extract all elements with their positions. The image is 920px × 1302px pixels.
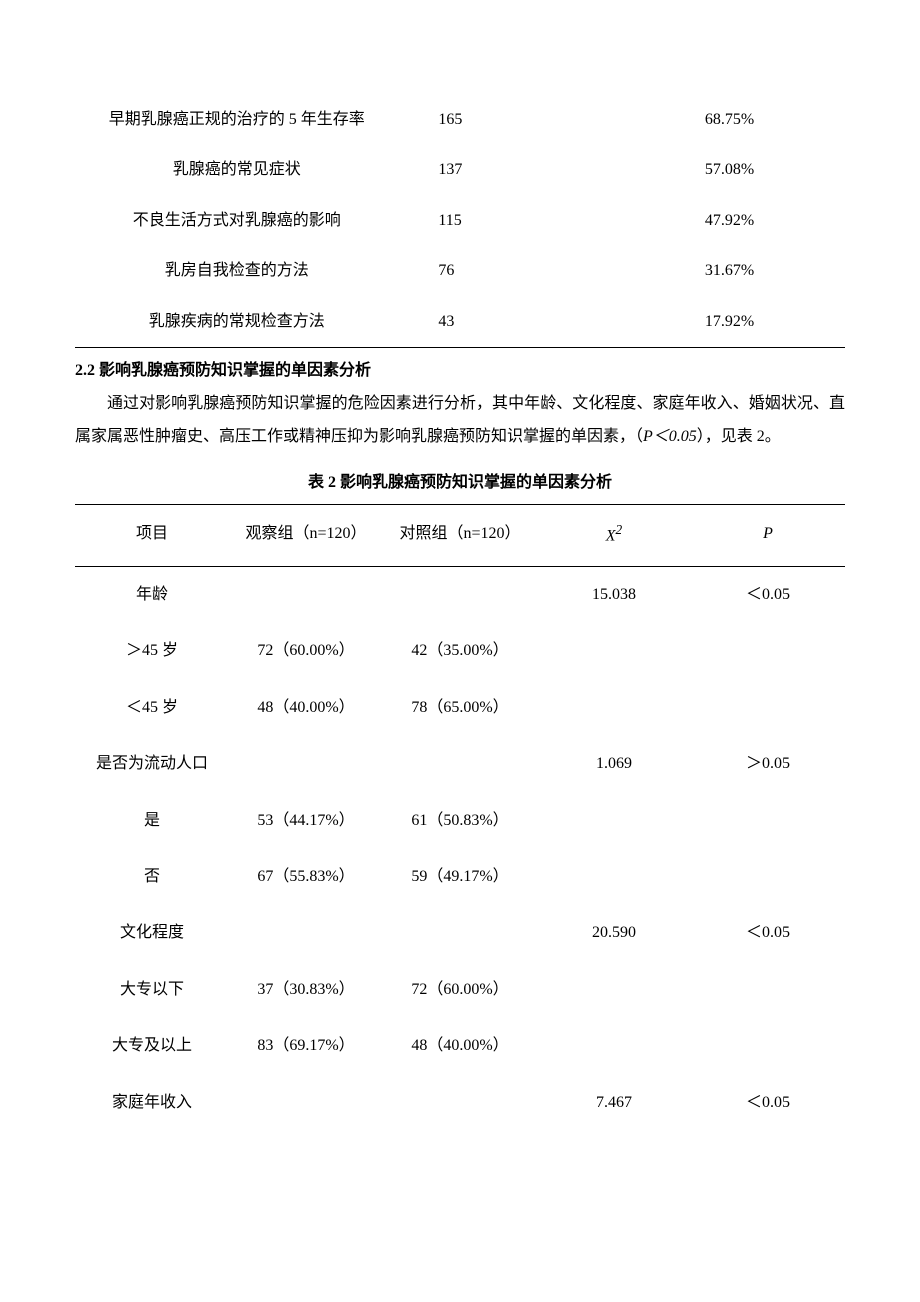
cell (691, 962, 845, 1018)
table-row: ＞45 岁 72（60.00%） 42（35.00%） (75, 623, 845, 679)
cell (537, 623, 691, 679)
table-row: 乳腺疾病的常规检查方法 43 17.92% (75, 297, 845, 348)
row-pct: 47.92% (614, 196, 845, 246)
cell: 大专及以上 (75, 1018, 229, 1074)
para-text: ），见表 2。 (697, 428, 781, 445)
cell (229, 1075, 383, 1131)
table-row: 否 67（55.83%） 59（49.17%） (75, 849, 845, 905)
cell: 48（40.00%） (229, 680, 383, 736)
cell: 53（44.17%） (229, 793, 383, 849)
cell: ＜0.05 (691, 567, 845, 624)
table-row: ＜45 岁 48（40.00%） 78（65.00%） (75, 680, 845, 736)
row-count: 137 (398, 145, 614, 195)
row-pct: 17.92% (614, 297, 845, 348)
cell (537, 680, 691, 736)
row-label: 乳腺疾病的常规检查方法 (75, 297, 398, 348)
cell (691, 793, 845, 849)
row-pct: 31.67% (614, 246, 845, 296)
p-symbol: P (763, 525, 773, 542)
cell: 1.069 (537, 736, 691, 792)
row-count: 165 (398, 95, 614, 145)
cell (229, 567, 383, 624)
table2-body: 年龄 15.038 ＜0.05 ＞45 岁 72（60.00%） 42（35.0… (75, 567, 845, 1131)
row-count: 76 (398, 246, 614, 296)
col-header-chisq: X2 (537, 505, 691, 567)
cell: 是 (75, 793, 229, 849)
cell: 67（55.83%） (229, 849, 383, 905)
row-label: 乳腺癌的常见症状 (75, 145, 398, 195)
col-header-item: 项目 (75, 505, 229, 567)
table1-body: 早期乳腺癌正规的治疗的 5 年生存率 165 68.75% 乳腺癌的常见症状 1… (75, 95, 845, 347)
table-row: 乳房自我检查的方法 76 31.67% (75, 246, 845, 296)
table-row: 年龄 15.038 ＜0.05 (75, 567, 845, 624)
col-header-ctrl: 对照组（n=120） (383, 505, 537, 567)
table-row: 乳腺癌的常见症状 137 57.08% (75, 145, 845, 195)
cell: 文化程度 (75, 905, 229, 961)
row-pct: 68.75% (614, 95, 845, 145)
cell (691, 849, 845, 905)
cell: 61（50.83%） (383, 793, 537, 849)
cell: 7.467 (537, 1075, 691, 1131)
body-paragraph: 通过对影响乳腺癌预防知识掌握的危险因素进行分析，其中年龄、文化程度、家庭年收入、… (75, 388, 845, 454)
cell: 是否为流动人口 (75, 736, 229, 792)
cell (229, 736, 383, 792)
table-row: 早期乳腺癌正规的治疗的 5 年生存率 165 68.75% (75, 95, 845, 145)
cell (383, 567, 537, 624)
chisq-symbol: X (606, 528, 616, 545)
table-row: 是否为流动人口 1.069 ＞0.05 (75, 736, 845, 792)
cell: 42（35.00%） (383, 623, 537, 679)
cell: 年龄 (75, 567, 229, 624)
table-header-row: 项目 观察组（n=120） 对照组（n=120） X2 P (75, 505, 845, 567)
row-label: 乳房自我检查的方法 (75, 246, 398, 296)
table-row: 是 53（44.17%） 61（50.83%） (75, 793, 845, 849)
table-row: 文化程度 20.590 ＜0.05 (75, 905, 845, 961)
cell (537, 849, 691, 905)
cell: 15.038 (537, 567, 691, 624)
cell: 83（69.17%） (229, 1018, 383, 1074)
table2-head: 项目 观察组（n=120） 对照组（n=120） X2 P (75, 505, 845, 567)
section-heading: 2.2 影响乳腺癌预防知识掌握的单因素分析 (75, 356, 845, 386)
cell: ＜0.05 (691, 905, 845, 961)
row-count: 115 (398, 196, 614, 246)
cell: 大专以下 (75, 962, 229, 1018)
row-pct: 57.08% (614, 145, 845, 195)
cell: ＜0.05 (691, 1075, 845, 1131)
cell: 否 (75, 849, 229, 905)
row-count: 43 (398, 297, 614, 348)
cell (691, 623, 845, 679)
cell (691, 680, 845, 736)
cell (537, 793, 691, 849)
knowledge-summary-table: 早期乳腺癌正规的治疗的 5 年生存率 165 68.75% 乳腺癌的常见症状 1… (75, 95, 845, 348)
para-italic: P＜0.05 (643, 428, 697, 445)
table-row: 大专及以上 83（69.17%） 48（40.00%） (75, 1018, 845, 1074)
cell: 78（65.00%） (383, 680, 537, 736)
table-row: 家庭年收入 7.467 ＜0.05 (75, 1075, 845, 1131)
cell (691, 1018, 845, 1074)
cell: 家庭年收入 (75, 1075, 229, 1131)
cell: 59（49.17%） (383, 849, 537, 905)
cell: ＞45 岁 (75, 623, 229, 679)
table-row: 不良生活方式对乳腺癌的影响 115 47.92% (75, 196, 845, 246)
cell: 48（40.00%） (383, 1018, 537, 1074)
cell: 20.590 (537, 905, 691, 961)
table2-caption: 表 2 影响乳腺癌预防知识掌握的单因素分析 (75, 468, 845, 498)
table-row: 大专以下 37（30.83%） 72（60.00%） (75, 962, 845, 1018)
cell: 72（60.00%） (229, 623, 383, 679)
univariate-analysis-table: 项目 观察组（n=120） 对照组（n=120） X2 P 年龄 15.038 … (75, 504, 845, 1131)
cell (383, 905, 537, 961)
cell: 37（30.83%） (229, 962, 383, 1018)
cell (383, 736, 537, 792)
cell (537, 962, 691, 1018)
chisq-sup: 2 (616, 522, 623, 537)
cell: ＜45 岁 (75, 680, 229, 736)
row-label: 早期乳腺癌正规的治疗的 5 年生存率 (75, 95, 398, 145)
col-header-obs: 观察组（n=120） (229, 505, 383, 567)
cell: ＞0.05 (691, 736, 845, 792)
row-label: 不良生活方式对乳腺癌的影响 (75, 196, 398, 246)
cell: 72（60.00%） (383, 962, 537, 1018)
col-header-p: P (691, 505, 845, 567)
cell (229, 905, 383, 961)
cell (383, 1075, 537, 1131)
cell (537, 1018, 691, 1074)
